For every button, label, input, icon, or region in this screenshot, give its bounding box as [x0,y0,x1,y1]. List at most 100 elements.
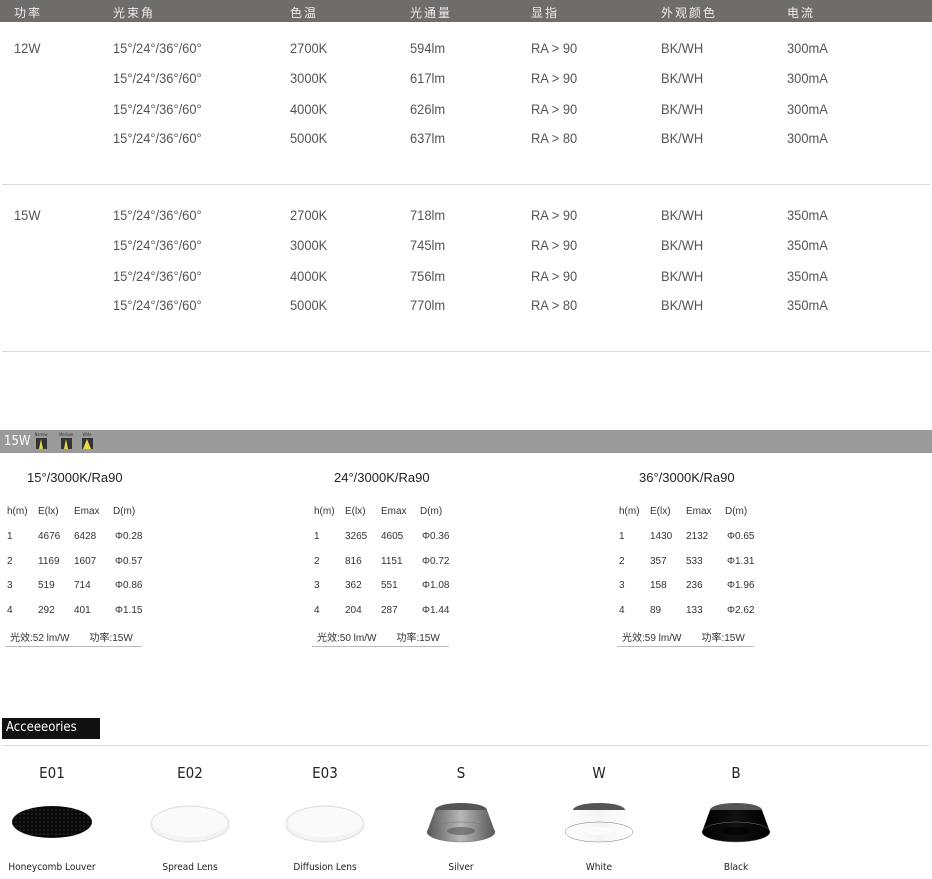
photometric-cell: Φ0.28 [115,531,143,542]
photometric-cell: 4676 [38,531,61,542]
photometric-cell: 236 [686,580,703,591]
column-header: E(lx) [650,506,671,517]
block-title: 15°/3000K/Ra90 [27,470,123,485]
photometric-cell: 2 [619,555,625,567]
spec-cell: 3000K [290,237,328,253]
photometric-cell: 533 [686,555,703,567]
spec-cell: 4000K [290,101,328,117]
column-header: h(m) [7,506,28,517]
spec-cell: RA > 80 [531,297,578,313]
column-header: 光束角 [113,6,156,20]
medium-beam-icon: Medium [59,432,73,449]
spec-cell: 3000K [290,70,328,86]
photometric-cell: 401 [74,604,91,616]
accessory-code: W [592,764,606,782]
column-header: 显指 [531,6,560,20]
accessory-name: Spread Lens [162,862,218,873]
photometric-cell: 816 [345,555,362,567]
louver-icon [10,800,94,844]
spec-cell: 15°/24°/36°/60° [113,101,202,117]
wide-beam-icon: Wide [80,432,94,449]
photometric-cell: 1 [619,531,625,542]
column-header: D(m) [113,506,136,517]
photometric-cell: 1430 [650,531,673,542]
spec-cell: 745lm [410,237,446,253]
photometric-cell: 362 [345,580,362,591]
photometric-cell: 1151 [381,555,403,567]
accessory-code: E01 [39,764,65,782]
spec-cell: 350mA [787,207,828,223]
spec-cell: 350mA [787,297,828,313]
photometric-cell: 3 [619,580,625,591]
spec-cell: 300mA [787,70,828,86]
photometric-cell: Φ0.36 [422,531,450,542]
spec-cell: 617lm [410,70,446,86]
photometric-section-bar: 15W Narrow Medium Wide [0,430,932,453]
spec-cell: 350mA [787,268,828,284]
divider [2,184,930,185]
photometric-cell: 3 [7,580,13,591]
spec-cell: RA > 90 [531,70,578,86]
spec-cell: 15°/24°/36°/60° [113,237,202,253]
photometric-cell: 714 [74,580,91,591]
photometric-cell: Φ1.31 [727,555,755,567]
spec-cell: BK/WH [661,70,704,86]
spec-cell: 15°/24°/36°/60° [113,40,202,56]
lens-icon [148,800,232,848]
spec-cell: 350mA [787,237,828,253]
block-footer: 光效:50 lm/W 功率:15W [312,629,449,647]
spec-cell: BK/WH [661,268,704,284]
spec-cell: BK/WH [661,297,704,313]
spec-cell: RA > 90 [531,207,578,223]
photometric-cell: 1607 [74,555,97,567]
divider [2,745,930,746]
photometric-cell: 4 [7,604,13,616]
photometric-cell: 89 [650,604,662,616]
power-value: 15W [14,207,41,223]
column-header: h(m) [619,506,640,517]
photometric-cell: 133 [686,604,703,616]
column-header: D(m) [420,506,443,517]
spec-cell: 4000K [290,268,328,284]
column-header: Emax [381,506,407,517]
photometric-cell: 1169 [38,555,60,567]
divider [2,351,930,352]
spec-cell: 300mA [787,101,828,117]
reflector-icon [698,800,774,852]
photometric-cell: Φ2.62 [727,604,755,616]
column-header: 光通量 [410,6,453,20]
accessory-name: Silver [448,862,474,873]
column-header: E(lx) [38,506,59,517]
efficacy-value: 光效:52 lm/W [10,633,70,644]
power-value: 功率:15W [701,633,745,644]
photometric-cell: 6428 [74,531,97,542]
column-header: D(m) [725,506,748,517]
spec-cell: 626lm [410,101,446,117]
spec-cell: 15°/24°/36°/60° [113,268,202,284]
block-title: 24°/3000K/Ra90 [334,470,430,485]
reflector-icon [561,800,637,852]
photometric-cell: 3265 [345,531,368,542]
photometric-cell: 4 [619,604,625,616]
photometric-cell: 158 [650,580,667,591]
spec-cell: RA > 90 [531,237,578,253]
photometric-cell: 1 [314,531,320,542]
spec-table-header: 功率 光束角 色温 光通量 显指 外观颜色 电流 [0,0,932,22]
column-header: 电流 [787,6,816,20]
photometric-cell: Φ0.57 [115,555,143,567]
spec-cell: 5000K [290,130,328,146]
photometric-cell: Φ0.86 [115,580,143,591]
spec-cell: BK/WH [661,101,704,117]
spec-cell: RA > 90 [531,101,578,117]
spec-cell: BK/WH [661,130,704,146]
spec-cell: RA > 80 [531,130,578,146]
block-footer: 光效:52 lm/W 功率:15W [5,629,142,647]
photometric-cell: 4605 [381,531,404,542]
photometric-cell: 287 [381,604,398,616]
photometric-cell: 1 [7,531,13,542]
photometric-cell: Φ1.96 [727,580,755,591]
spec-cell: 770lm [410,297,446,313]
column-header: 功率 [14,6,43,20]
block-footer: 光效:59 lm/W 功率:15W [617,629,754,647]
column-header: 外观颜色 [661,6,718,20]
